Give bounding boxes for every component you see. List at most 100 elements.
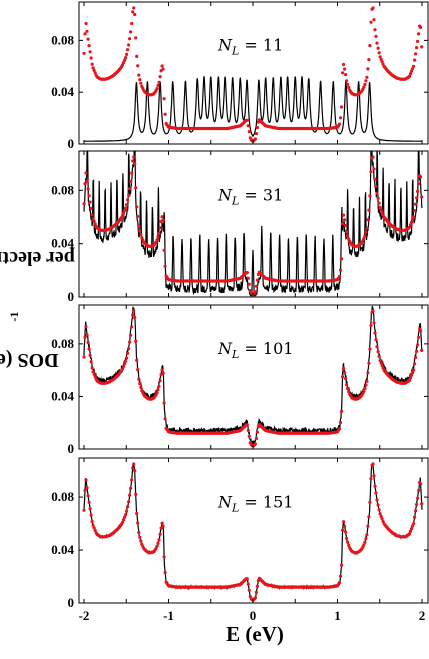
- red-marker: [346, 82, 350, 86]
- red-marker: [368, 194, 372, 198]
- red-marker: [129, 486, 133, 490]
- red-marker: [253, 137, 257, 141]
- red-marker: [342, 213, 346, 217]
- red-marker: [132, 309, 136, 313]
- red-marker: [419, 25, 423, 29]
- red-marker: [410, 524, 415, 528]
- red-marker: [368, 44, 372, 48]
- red-marker: [88, 200, 92, 204]
- red-marker: [254, 284, 258, 288]
- red-marker: [341, 375, 345, 379]
- red-marker: [128, 493, 132, 497]
- red-marker: [92, 68, 96, 72]
- red-marker: [373, 331, 377, 335]
- red-marker: [138, 382, 142, 386]
- red-marker: [93, 222, 97, 226]
- red-marker: [246, 428, 250, 433]
- y-axis-label-main: DOS (eV: [0, 348, 58, 371]
- panel-4-red-curve: [82, 462, 424, 602]
- red-marker: [337, 581, 342, 585]
- red-marker: [341, 528, 345, 532]
- y-axis-label: DOS (eV -1 per electron): [0, 0, 74, 600]
- red-marker: [83, 488, 87, 493]
- red-marker: [161, 524, 165, 529]
- red-marker: [131, 466, 135, 470]
- red-marker: [365, 379, 369, 383]
- red-marker: [414, 509, 418, 513]
- red-marker: [407, 74, 412, 78]
- red-marker: [160, 64, 164, 68]
- red-marker: [135, 358, 139, 362]
- red-marker: [408, 529, 413, 533]
- red-marker: [379, 208, 383, 212]
- red-marker: [416, 39, 420, 44]
- red-marker: [377, 51, 381, 55]
- red-marker: [163, 571, 167, 575]
- red-marker: [136, 521, 140, 525]
- red-marker: [363, 540, 367, 544]
- red-marker: [162, 401, 166, 405]
- red-marker: [157, 384, 161, 388]
- red-marker: [137, 73, 141, 77]
- red-marker: [136, 64, 140, 68]
- red-marker: [375, 345, 379, 349]
- red-marker: [163, 417, 167, 421]
- red-marker: [130, 21, 134, 26]
- red-marker: [86, 494, 90, 498]
- red-marker: [375, 191, 379, 195]
- red-marker: [254, 590, 258, 595]
- red-marker: [89, 513, 93, 517]
- y-tick-label: 0.08: [51, 489, 74, 504]
- red-marker: [89, 360, 93, 364]
- red-marker: [364, 536, 368, 541]
- red-marker: [372, 167, 376, 171]
- red-marker: [121, 518, 126, 522]
- x-axis-label: E (eV): [226, 622, 284, 646]
- red-marker: [369, 20, 373, 24]
- red-marker: [377, 508, 381, 512]
- red-marker: [374, 184, 378, 188]
- red-marker: [120, 520, 125, 524]
- red-marker: [338, 268, 343, 272]
- red-marker: [126, 198, 130, 202]
- red-marker: [138, 535, 142, 539]
- panel-1-label: NL = 11: [217, 35, 283, 57]
- red-marker: [414, 52, 418, 56]
- red-marker: [157, 80, 161, 84]
- red-marker: [137, 531, 141, 535]
- panel-2-label: NL = 31: [217, 186, 283, 208]
- red-marker: [415, 46, 419, 50]
- red-marker: [419, 175, 423, 179]
- red-marker: [246, 124, 250, 128]
- red-marker: [337, 427, 342, 431]
- y-tick-label: 0: [68, 136, 75, 151]
- red-marker: [408, 72, 413, 76]
- red-marker: [156, 541, 160, 545]
- red-marker: [131, 10, 135, 14]
- red-marker: [253, 596, 257, 600]
- y-tick-label: 0.04: [51, 542, 74, 557]
- red-marker: [127, 347, 131, 351]
- red-marker: [340, 563, 344, 567]
- red-marker: [372, 18, 376, 22]
- red-marker: [87, 44, 91, 48]
- red-marker: [340, 105, 344, 109]
- red-marker: [155, 87, 159, 91]
- y-tick-label: 0.04: [51, 236, 74, 251]
- red-marker: [163, 264, 167, 268]
- red-marker: [88, 50, 92, 54]
- red-marker: [127, 500, 131, 504]
- red-marker: [420, 348, 424, 352]
- red-marker: [121, 364, 126, 368]
- panel-3: 0 0.04 0.08 NL = 101: [51, 304, 429, 456]
- red-marker: [412, 215, 416, 219]
- red-marker: [379, 57, 383, 61]
- red-marker: [139, 385, 143, 389]
- red-marker: [371, 6, 375, 10]
- panel-3-label: NL = 101: [217, 339, 293, 361]
- red-marker: [134, 339, 138, 343]
- red-marker: [134, 36, 138, 40]
- red-marker: [345, 536, 349, 541]
- red-marker: [91, 370, 95, 374]
- red-marker: [345, 383, 349, 387]
